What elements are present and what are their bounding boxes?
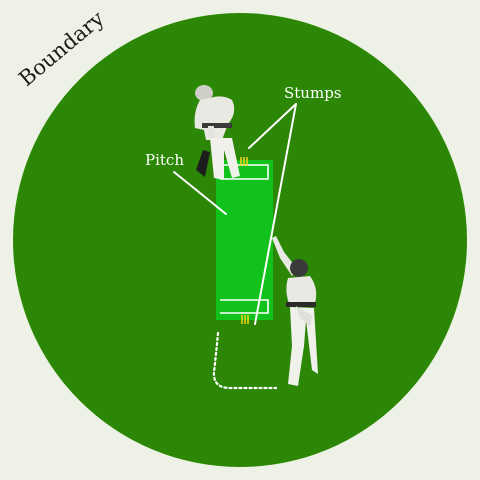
batsman-figure bbox=[194, 85, 240, 180]
callout-lines bbox=[173, 103, 297, 325]
stumps-bottom bbox=[241, 315, 249, 324]
pitch bbox=[216, 157, 273, 324]
bowler-figure bbox=[272, 236, 318, 386]
stumps-callout-line-bottom bbox=[254, 103, 297, 325]
bottom-crease bbox=[220, 299, 269, 314]
pitch-strip bbox=[216, 160, 273, 320]
stumps-top bbox=[240, 157, 248, 166]
pitch-label: Pitch bbox=[145, 151, 184, 169]
stumps-callout-line-top bbox=[248, 103, 297, 149]
pitch-callout-line bbox=[173, 171, 227, 215]
dotted-run-path bbox=[212, 331, 278, 390]
stumps-label: Stumps bbox=[284, 84, 342, 102]
